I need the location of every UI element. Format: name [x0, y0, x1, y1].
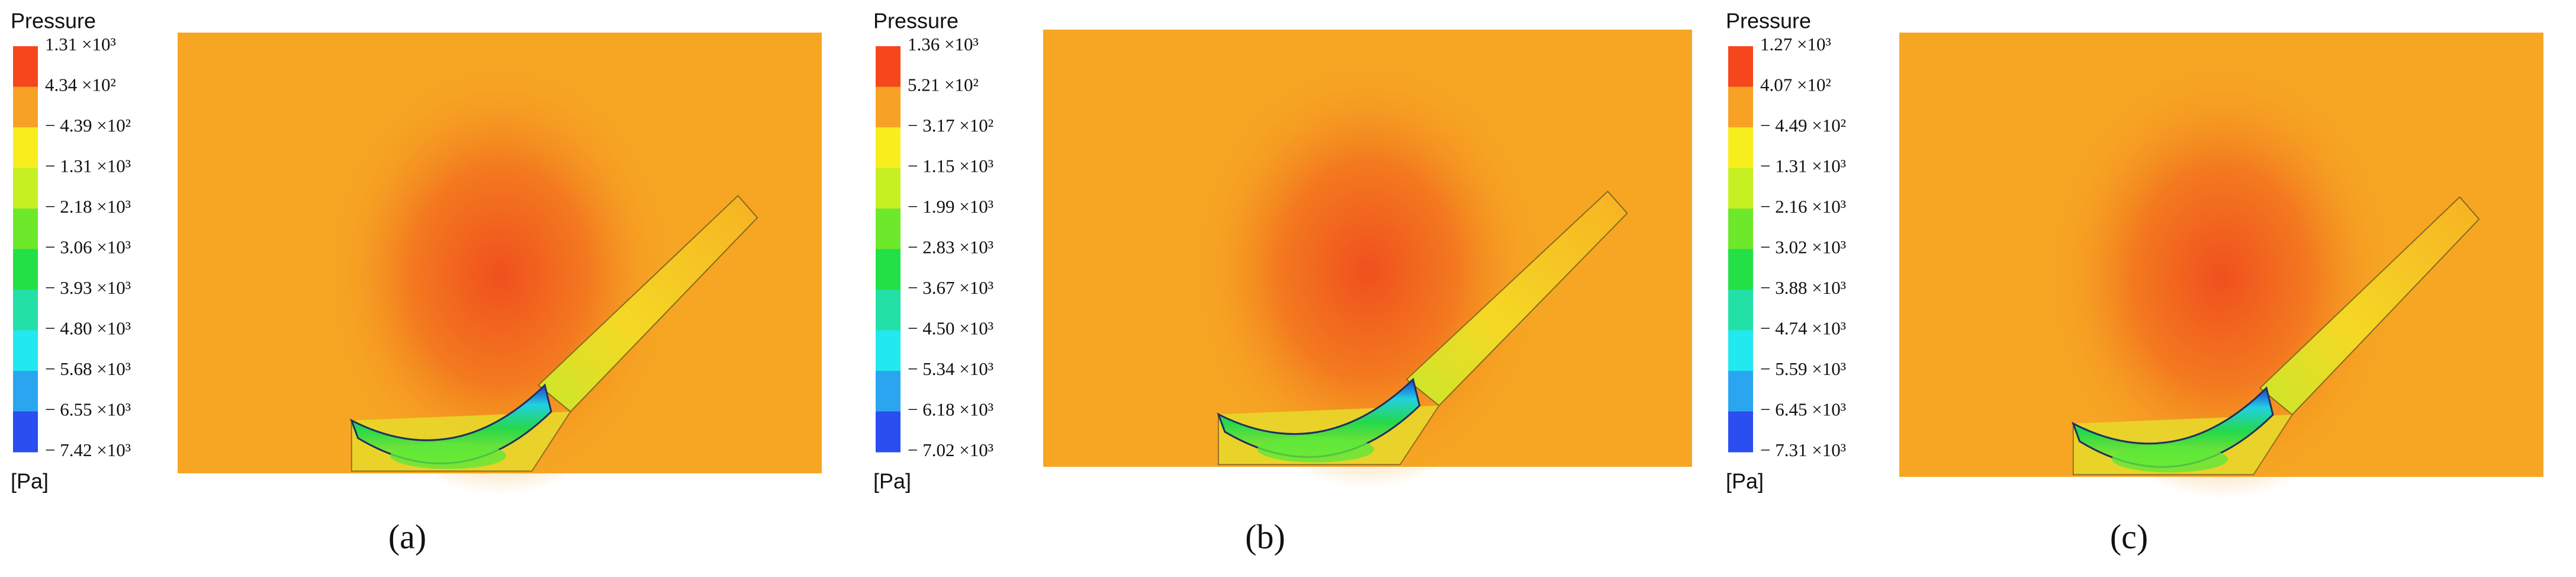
- low-pressure-wake: [2112, 445, 2228, 473]
- caption: (a): [388, 517, 426, 556]
- legend-unit: [Pa]: [11, 469, 49, 493]
- color-band: [876, 209, 901, 249]
- contour-plot: [1043, 30, 1692, 489]
- color-band: [1728, 290, 1753, 331]
- color-band: [13, 86, 38, 128]
- legend-label: − 3.17 ×10²: [908, 115, 993, 136]
- legend-label: − 6.55 ×10³: [45, 399, 131, 420]
- color-band: [876, 411, 901, 453]
- color-band: [1728, 371, 1753, 412]
- legend-label: − 7.42 ×10³: [45, 440, 131, 460]
- legend-label: − 4.49 ×10²: [1760, 115, 1846, 136]
- low-pressure-wake: [390, 442, 506, 469]
- color-band: [13, 411, 38, 453]
- blade: [2259, 196, 2480, 416]
- legend-label: − 5.68 ×10³: [45, 358, 131, 379]
- color-band: [876, 168, 901, 209]
- legend-label: 1.36 ×10³: [908, 34, 979, 55]
- color-band: [13, 290, 38, 331]
- blade: [537, 194, 758, 413]
- color-band: [1728, 330, 1753, 371]
- contour-plot: [1899, 33, 2543, 499]
- legend-label: − 1.31 ×10³: [45, 156, 131, 177]
- low-pressure-wake: [1257, 436, 1374, 463]
- color-band: [876, 290, 901, 331]
- legend-label: − 4.74 ×10³: [1760, 318, 1846, 339]
- color-band: [876, 249, 901, 290]
- color-band: [13, 330, 38, 371]
- legend-label: 4.07 ×10²: [1760, 75, 1831, 95]
- legend-label: − 5.59 ×10³: [1760, 358, 1846, 379]
- legend-label: − 1.99 ×10³: [908, 196, 993, 217]
- color-band: [13, 209, 38, 249]
- legend-label: − 4.39 ×10²: [45, 115, 131, 136]
- legend-label: − 5.34 ×10³: [908, 358, 993, 379]
- caption: (b): [1245, 517, 1285, 556]
- blade: [1406, 190, 1628, 407]
- legend-title: Pressure: [1726, 9, 1811, 33]
- legend-label: − 3.67 ×10³: [908, 277, 993, 298]
- legend-title: Pressure: [873, 9, 959, 33]
- legend-label: − 3.06 ×10³: [45, 237, 131, 258]
- color-band: [1728, 249, 1753, 290]
- color-band: [13, 46, 38, 87]
- legend-label: 4.34 ×10²: [45, 75, 116, 95]
- legend-title: Pressure: [11, 9, 96, 33]
- legend-label: − 1.15 ×10³: [908, 156, 993, 177]
- color-band: [876, 330, 901, 371]
- color-band: [13, 371, 38, 412]
- legend-label: − 4.50 ×10³: [908, 318, 993, 339]
- color-band: [13, 249, 38, 290]
- color-band: [1728, 86, 1753, 128]
- legend-label: − 2.18 ×10³: [45, 196, 131, 217]
- color-band: [1728, 411, 1753, 453]
- legend-label: − 4.80 ×10³: [45, 318, 131, 339]
- legend-unit: [Pa]: [1726, 469, 1764, 493]
- legend-label: − 6.45 ×10³: [1760, 399, 1846, 420]
- legend-label: − 3.93 ×10³: [45, 277, 131, 298]
- legend-label: − 3.02 ×10³: [1760, 237, 1846, 258]
- color-band: [1728, 168, 1753, 209]
- color-band: [876, 46, 901, 87]
- legend-unit: [Pa]: [873, 469, 911, 493]
- color-band: [13, 127, 38, 168]
- legend-label: − 7.31 ×10³: [1760, 440, 1846, 460]
- legend-label: 1.31 ×10³: [45, 34, 116, 55]
- legend-label: − 3.88 ×10³: [1760, 277, 1846, 298]
- legend-label: − 2.83 ×10³: [908, 237, 993, 258]
- color-band: [876, 86, 901, 128]
- color-band: [1728, 46, 1753, 87]
- legend-label: − 1.31 ×10³: [1760, 156, 1846, 177]
- legend-label: − 2.16 ×10³: [1760, 196, 1846, 217]
- legend-label: − 7.02 ×10³: [908, 440, 993, 460]
- legend-label: − 6.18 ×10³: [908, 399, 993, 420]
- color-band: [876, 127, 901, 168]
- color-band: [876, 371, 901, 412]
- contour-plot: [178, 33, 822, 496]
- color-band: [1728, 127, 1753, 168]
- color-band: [1728, 209, 1753, 249]
- legend-label: 1.27 ×10³: [1760, 34, 1831, 55]
- caption: (c): [2110, 517, 2148, 556]
- legend-label: 5.21 ×10²: [908, 75, 979, 95]
- color-band: [13, 168, 38, 209]
